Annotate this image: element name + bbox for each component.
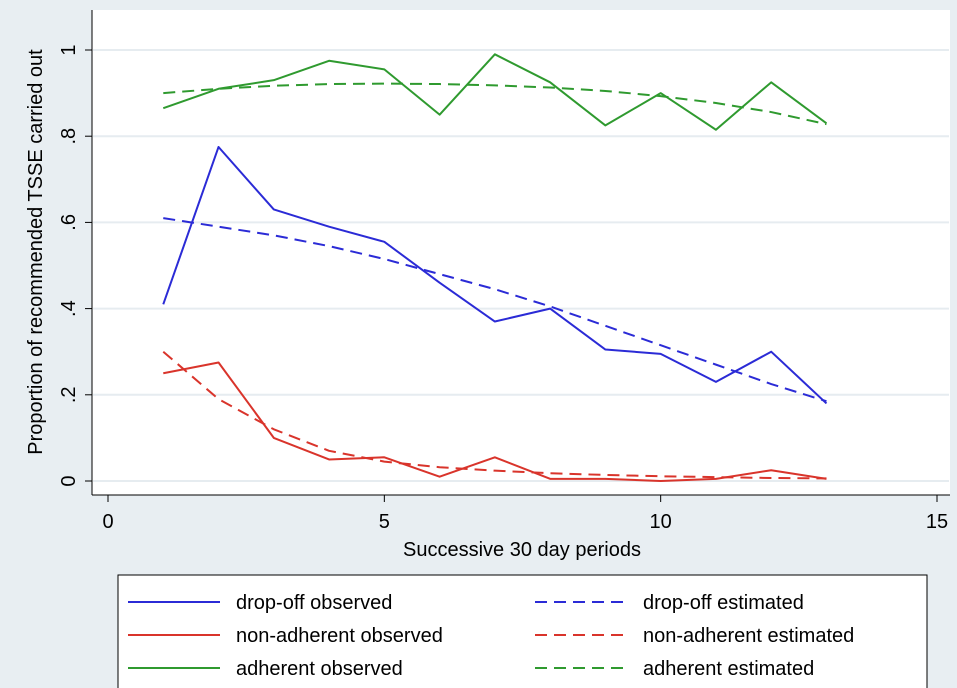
series-line-non-adherent-observed [163, 361, 827, 482]
legend-label: drop-off estimated [643, 592, 804, 614]
legend-label: adherent estimated [643, 658, 814, 680]
axis-ticks: 0.2.4.6.810 5 10 15 [58, 44, 948, 533]
x-tick-label: 5 [379, 511, 390, 533]
series-line-adherent-estimated [163, 82, 827, 126]
y-tick-label: .6 [58, 214, 80, 231]
y-tick-label: .4 [58, 300, 80, 317]
gridlines [93, 49, 949, 482]
series-line-non-adherent-estimated [162, 350, 827, 480]
series-line-drop-off-estimated [163, 217, 827, 403]
series-line-adherent-observed [162, 53, 828, 131]
legend-label: non-adherent observed [236, 625, 443, 647]
legend-label: drop-off observed [236, 592, 392, 614]
x-axis-title: Successive 30 day periods [403, 539, 641, 561]
x-tick-label: 0 [102, 511, 113, 533]
y-tick-label: 1 [58, 44, 80, 55]
legend-label: adherent observed [236, 658, 403, 680]
legend: drop-off observed drop-off estimated non-a… [128, 592, 854, 680]
x-tick-label: 15 [926, 511, 948, 533]
x-tick-label: 10 [650, 511, 672, 533]
series-line-drop-off-observed [162, 145, 828, 405]
y-axis-title: Proportion of recommended TSSE carried o… [25, 49, 47, 455]
plot-area [92, 10, 950, 495]
y-tick-label: .2 [58, 386, 80, 403]
y-tick-label: .8 [58, 128, 80, 145]
legend-box [117, 574, 928, 688]
legend-label: non-adherent estimated [643, 625, 854, 647]
y-tick-label: 0 [58, 475, 80, 486]
series-lines [162, 53, 828, 482]
